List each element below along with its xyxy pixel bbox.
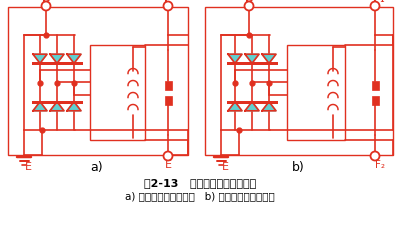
Text: B: B xyxy=(245,0,253,4)
Bar xyxy=(8,7,188,155)
Bar xyxy=(372,96,378,105)
Polygon shape xyxy=(50,102,64,111)
Bar xyxy=(205,7,393,155)
Polygon shape xyxy=(262,54,276,63)
Bar xyxy=(164,80,172,89)
Bar xyxy=(287,45,345,140)
Bar xyxy=(90,45,145,140)
Text: F₂: F₂ xyxy=(375,160,385,170)
Text: B: B xyxy=(42,0,50,4)
Circle shape xyxy=(164,1,172,10)
Polygon shape xyxy=(33,54,47,63)
Polygon shape xyxy=(67,102,81,111)
Text: a) 内搭铁型交流发电机   b) 外搭铁型交流发电机: a) 内搭铁型交流发电机 b) 外搭铁型交流发电机 xyxy=(125,191,275,201)
Circle shape xyxy=(244,1,254,10)
Polygon shape xyxy=(67,54,81,63)
Circle shape xyxy=(370,151,380,161)
Polygon shape xyxy=(228,54,242,63)
Text: E: E xyxy=(24,162,32,172)
Circle shape xyxy=(42,1,50,10)
Text: E: E xyxy=(164,160,172,170)
Polygon shape xyxy=(33,102,47,111)
Text: E: E xyxy=(222,162,228,172)
Text: b): b) xyxy=(292,161,304,174)
Polygon shape xyxy=(245,54,259,63)
Bar xyxy=(372,80,378,89)
Polygon shape xyxy=(245,102,259,111)
Polygon shape xyxy=(228,102,242,111)
Text: a): a) xyxy=(91,161,103,174)
Text: 图2-13   交流发电机的搭铁型式: 图2-13 交流发电机的搭铁型式 xyxy=(144,178,256,188)
Text: F₁: F₁ xyxy=(373,0,385,4)
Circle shape xyxy=(164,151,172,161)
Circle shape xyxy=(370,1,380,10)
Bar xyxy=(164,96,172,105)
Polygon shape xyxy=(50,54,64,63)
Text: F: F xyxy=(164,0,172,4)
Polygon shape xyxy=(262,102,276,111)
